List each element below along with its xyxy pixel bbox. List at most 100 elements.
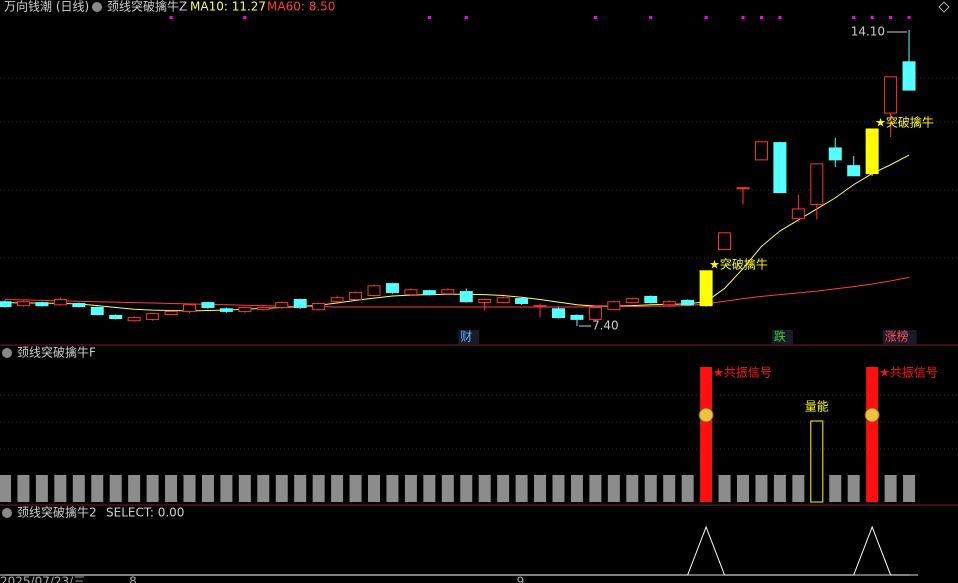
candle-body (275, 302, 289, 308)
signal-label: ★突破擒牛 (875, 114, 934, 129)
flag-dot (169, 16, 173, 19)
ma10-label: MA10: 11.27 (190, 0, 266, 14)
flag-dot (870, 16, 874, 19)
candle-body (828, 147, 842, 161)
candle-body (53, 298, 67, 306)
event-badge (771, 330, 793, 344)
volume-bar (331, 475, 344, 502)
bar-label: 量能 (805, 400, 829, 414)
candle-body (515, 298, 529, 304)
volume-bar (884, 475, 897, 502)
volume-bar (35, 475, 48, 502)
volume-bar (386, 475, 399, 502)
volume-bar (792, 475, 805, 502)
volume-bar (146, 475, 159, 502)
candle-body (330, 297, 344, 303)
x-tick-label: 9 (517, 575, 525, 583)
volume-bar (515, 475, 528, 502)
x-tick-label: 2025/07/23/三 (0, 575, 85, 583)
candle-body (183, 304, 196, 312)
stock-title: 万向钱潮 (日线) (4, 0, 89, 14)
volume-bar (54, 475, 67, 502)
volume-bar (275, 475, 288, 502)
money-icon (698, 407, 714, 423)
volume-bar (755, 475, 768, 502)
volume-bar (165, 475, 178, 502)
candle-body (256, 306, 270, 311)
candle-body (810, 163, 824, 206)
candle-body (109, 314, 123, 319)
volume-bar (423, 475, 436, 502)
flag-dot (593, 16, 597, 19)
candle-body (607, 301, 621, 311)
flag-dot (852, 16, 856, 19)
candle-body (312, 302, 326, 311)
candle-body (754, 141, 768, 161)
flag-dot (649, 16, 653, 19)
event-badge (882, 330, 917, 344)
volume-bar (847, 475, 860, 502)
candle-body (902, 61, 916, 91)
flag-dot (907, 16, 911, 19)
flag-dot (741, 16, 745, 19)
volume-bar (91, 475, 104, 502)
volume-bar (552, 475, 565, 502)
flag-dot (243, 16, 247, 19)
diamond-icon[interactable] (938, 1, 950, 13)
volume-bar (700, 367, 713, 502)
candle-body (552, 308, 565, 319)
volume-bar (441, 475, 454, 502)
volume-bar (294, 475, 307, 502)
money-icon (864, 407, 880, 423)
volume-bar (903, 475, 916, 502)
volume-bar (644, 475, 657, 502)
volume-bar (349, 475, 362, 502)
candle-body (293, 298, 307, 308)
event-label: 财 (460, 330, 472, 344)
candle-body (385, 283, 399, 293)
candle-body (644, 295, 658, 304)
candle-body (865, 128, 879, 175)
event-badge (458, 330, 480, 344)
volume-bar (183, 475, 196, 502)
panel-subtitle: SELECT: 0.00 (106, 506, 184, 520)
bar-label: ★共振信号 (879, 366, 938, 380)
grid (0, 77, 958, 450)
volume-bar (810, 420, 824, 503)
volume-bar (201, 475, 214, 502)
candle-body (422, 290, 436, 296)
volume-bar (312, 475, 325, 502)
volume-bar (737, 475, 749, 502)
candle-body (533, 305, 547, 308)
signal-line (5, 525, 910, 576)
candle-body (127, 317, 141, 322)
panel-title: 颈线突破擒牛F (17, 345, 96, 360)
flag-dot (759, 16, 763, 19)
volume-bar (681, 475, 694, 502)
candle-body (699, 270, 713, 307)
volume-bar (534, 475, 547, 502)
candle-body (404, 289, 418, 296)
indicator-name: 颈线突破擒牛Z (107, 0, 187, 14)
volume-bar (17, 475, 30, 502)
volume-bar (128, 475, 141, 502)
event-label: 跌 (774, 329, 786, 344)
ma-line (4, 154, 910, 312)
price-label: 14.10 (851, 25, 885, 39)
candle-body (847, 165, 861, 177)
volume-bar (866, 367, 879, 502)
volume-bar (497, 475, 510, 502)
volume-bar (829, 475, 842, 502)
candle-body (0, 301, 12, 308)
ma-line (4, 276, 910, 308)
candle-body (570, 314, 584, 320)
candle-body (588, 306, 602, 320)
candle-body (146, 313, 160, 320)
volume-bar (0, 475, 11, 502)
panel-icon (92, 2, 102, 12)
signal-label: ★突破擒牛 (709, 256, 768, 271)
flag-dot (427, 16, 431, 19)
volume-bar (589, 475, 602, 502)
candle-body (681, 299, 695, 306)
